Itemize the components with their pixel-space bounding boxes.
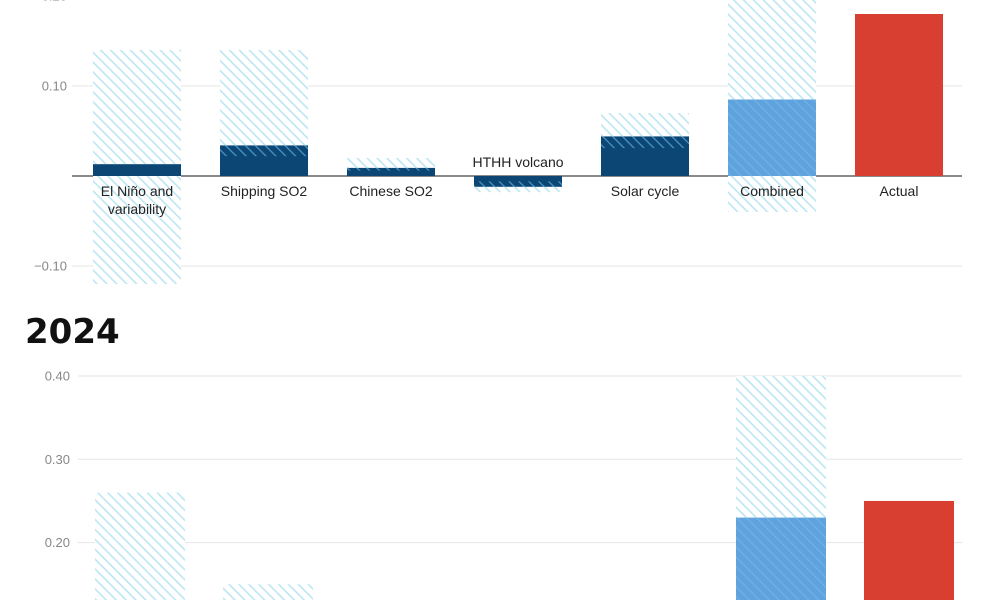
section-title-2024: 2024 [25, 312, 120, 352]
central-estimate-bar [474, 176, 562, 182]
combined-bar [736, 517, 826, 600]
category-label: Actual [880, 183, 919, 199]
category-label: Shipping SO2 [221, 183, 308, 199]
category-label: Combined [740, 183, 804, 199]
central-estimate-bar [93, 164, 181, 176]
central-estimate-bar [347, 170, 435, 176]
uncertainty-range-bar [95, 492, 185, 600]
actual-bar [855, 14, 943, 176]
category-label: Solar cycle [611, 183, 680, 199]
y-tick-label: −0.10 [34, 259, 67, 274]
combined-bar [728, 99, 816, 176]
y-tick-label: 0.10 [42, 79, 67, 94]
category-label: Chinese SO2 [349, 183, 432, 199]
y-tick-label: 0.40 [45, 369, 70, 384]
y-tick-label: 0.30 [45, 452, 70, 467]
category-label: El Niño and [101, 183, 173, 199]
y-tick-label: 0.20 [42, 0, 67, 4]
central-estimate-bar [220, 156, 308, 176]
category-label: HTHH volcano [472, 154, 563, 170]
category-label: variability [108, 201, 166, 217]
actual-bar [864, 500, 954, 600]
uncertainty-range-bar [223, 584, 313, 600]
y-tick-label: 0.20 [45, 535, 70, 550]
central-estimate-bar [601, 148, 689, 176]
